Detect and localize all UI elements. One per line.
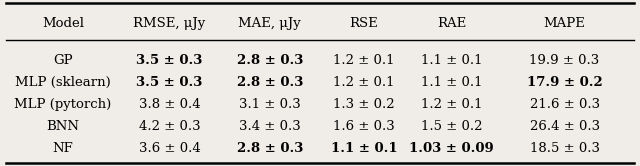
Text: 26.4 ± 0.3: 26.4 ± 0.3 xyxy=(529,120,600,133)
Text: 2.8 ± 0.3: 2.8 ± 0.3 xyxy=(237,142,303,155)
Text: 1.1 ± 0.1: 1.1 ± 0.1 xyxy=(421,54,483,67)
Text: BNN: BNN xyxy=(46,120,79,133)
Text: RAE: RAE xyxy=(437,17,467,30)
Text: 3.5 ± 0.3: 3.5 ± 0.3 xyxy=(136,76,203,89)
Text: 3.4 ± 0.3: 3.4 ± 0.3 xyxy=(239,120,301,133)
Text: 4.2 ± 0.3: 4.2 ± 0.3 xyxy=(139,120,200,133)
Text: 17.9 ± 0.2: 17.9 ± 0.2 xyxy=(527,76,602,89)
Text: 3.5 ± 0.3: 3.5 ± 0.3 xyxy=(136,54,203,67)
Text: MAE, μJy: MAE, μJy xyxy=(239,17,301,30)
Text: 1.1 ± 0.1: 1.1 ± 0.1 xyxy=(421,76,483,89)
Text: 3.8 ± 0.4: 3.8 ± 0.4 xyxy=(139,98,200,111)
Text: 21.6 ± 0.3: 21.6 ± 0.3 xyxy=(529,98,600,111)
Text: 1.2 ± 0.1: 1.2 ± 0.1 xyxy=(421,98,483,111)
Text: MLP (pytorch): MLP (pytorch) xyxy=(14,98,111,111)
Text: MLP (sklearn): MLP (sklearn) xyxy=(15,76,111,89)
Text: 1.1 ± 0.1: 1.1 ± 0.1 xyxy=(331,142,397,155)
Text: Model: Model xyxy=(42,17,84,30)
Text: 1.5 ± 0.2: 1.5 ± 0.2 xyxy=(421,120,483,133)
Text: RMSE, μJy: RMSE, μJy xyxy=(133,17,205,30)
Text: 19.9 ± 0.3: 19.9 ± 0.3 xyxy=(529,54,600,67)
Text: 1.3 ± 0.2: 1.3 ± 0.2 xyxy=(333,98,395,111)
Text: MAPE: MAPE xyxy=(543,17,586,30)
Text: 3.6 ± 0.4: 3.6 ± 0.4 xyxy=(139,142,200,155)
Text: NF: NF xyxy=(52,142,73,155)
Text: 1.2 ± 0.1: 1.2 ± 0.1 xyxy=(333,76,395,89)
Text: 1.2 ± 0.1: 1.2 ± 0.1 xyxy=(333,54,395,67)
Text: GP: GP xyxy=(53,54,73,67)
Text: 18.5 ± 0.3: 18.5 ± 0.3 xyxy=(530,142,600,155)
Text: 3.1 ± 0.3: 3.1 ± 0.3 xyxy=(239,98,301,111)
Text: 1.6 ± 0.3: 1.6 ± 0.3 xyxy=(333,120,395,133)
Text: 2.8 ± 0.3: 2.8 ± 0.3 xyxy=(237,76,303,89)
Text: 2.8 ± 0.3: 2.8 ± 0.3 xyxy=(237,54,303,67)
Text: 1.03 ± 0.09: 1.03 ± 0.09 xyxy=(410,142,494,155)
Text: RSE: RSE xyxy=(349,17,378,30)
